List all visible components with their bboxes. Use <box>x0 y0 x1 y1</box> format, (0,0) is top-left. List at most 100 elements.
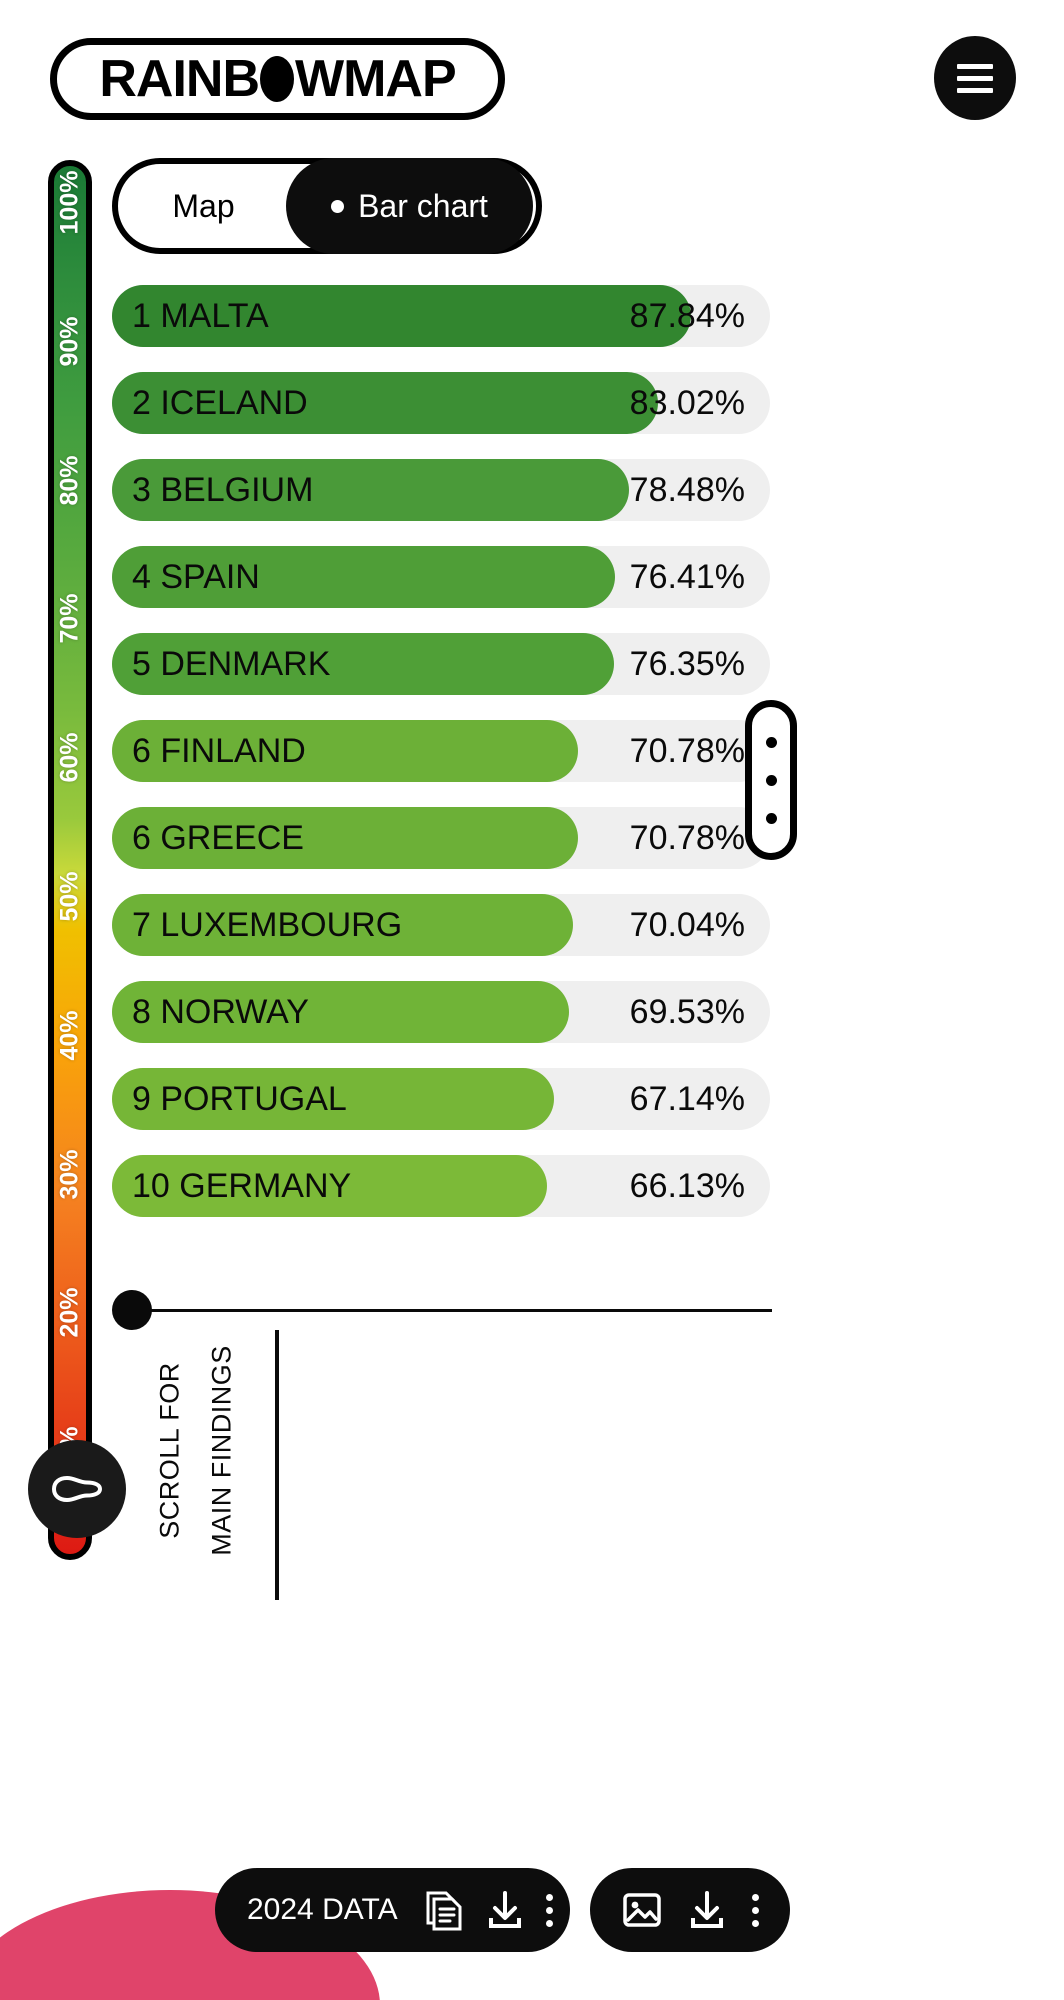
bar-chart-row[interactable]: 6 GREECE 70.78% <box>112 807 770 869</box>
download-icon[interactable] <box>688 1890 726 1930</box>
bar-row-value: 67.14% <box>629 1079 745 1118</box>
scroll-hint: SCROLL FOR MAIN FINDINGS <box>92 1330 279 1600</box>
kebab-dot <box>765 774 777 786</box>
legend-tick-label: 50% <box>55 871 84 922</box>
bar-chart-row[interactable]: 9 PORTUGAL 67.14% <box>112 1068 770 1130</box>
legend-tick-label: 90% <box>55 316 84 367</box>
kebab-dot <box>751 1906 759 1914</box>
filled-circle-o-icon <box>260 56 295 102</box>
selected-dot-icon <box>331 199 345 213</box>
bar-chart-row[interactable]: 1 MALTA 87.84% <box>112 285 770 347</box>
bar-chart-row[interactable]: 10 GERMANY 66.13% <box>112 1155 770 1217</box>
bar-row-label: 4 SPAIN <box>132 557 260 596</box>
bar-row-label: 1 MALTA <box>132 296 269 335</box>
bar-fill <box>112 981 570 1043</box>
bar-chart: 1 MALTA 87.84% 2 ICELAND 83.02% 3 BELGIUM 78.… <box>112 285 770 1242</box>
legend-tick-label: 80% <box>55 455 84 506</box>
scroll-hint-rule <box>275 1330 279 1600</box>
bar-fill <box>112 372 659 434</box>
year-slider[interactable] <box>112 1290 772 1330</box>
rainbowmap-logo[interactable]: RAINB WMAP <box>50 38 505 120</box>
legend-tick-label: 30% <box>55 1149 84 1200</box>
bar-fill <box>112 285 692 347</box>
data-button-label: 2024 DATA <box>247 1893 398 1926</box>
view-toggle[interactable]: Map Bar chart <box>112 158 542 254</box>
bar-row-value: 69.53% <box>629 992 745 1031</box>
tab-bar-chart[interactable]: Bar chart <box>286 158 533 254</box>
bar-row-label: 7 LUXEMBOURG <box>132 905 403 944</box>
scroll-hint-line-1: SCROLL FOR <box>154 1362 185 1539</box>
bar-row-value: 83.02% <box>629 383 745 422</box>
image-download-button[interactable] <box>590 1868 790 1952</box>
bar-chart-row[interactable]: 4 SPAIN 76.41% <box>112 546 770 608</box>
hamburger-menu-icon[interactable] <box>934 36 1016 120</box>
bar-chart-row[interactable]: 5 DENMARK 76.35% <box>112 633 770 695</box>
bar-row-label: 5 DENMARK <box>132 644 331 683</box>
tab-bar-chart-label: Bar chart <box>358 187 488 224</box>
bar-fill <box>112 720 578 782</box>
bar-row-value: 66.13% <box>629 1166 745 1205</box>
hamburger-line <box>957 75 993 81</box>
document-copy-icon[interactable] <box>424 1889 464 1931</box>
bar-row-value: 78.48% <box>629 470 745 509</box>
legend-tick-label: 60% <box>55 732 84 783</box>
bar-row-value: 70.78% <box>629 818 745 857</box>
bar-row-label: 6 GREECE <box>132 818 304 857</box>
legend-tick-label: 100% <box>55 170 84 235</box>
bar-fill <box>112 633 615 695</box>
bar-row-label: 3 BELGIUM <box>132 470 314 509</box>
bar-row-label: 8 NORWAY <box>132 992 309 1031</box>
kebab-menu-icon[interactable] <box>545 1893 553 1927</box>
bar-chart-row[interactable]: 7 LUXEMBOURG 70.04% <box>112 894 770 956</box>
logo-suffix: WMAP <box>295 50 457 108</box>
kebab-dot <box>765 736 777 748</box>
vertical-kebab-icon[interactable] <box>745 700 797 860</box>
bar-fill <box>112 459 629 521</box>
kebab-dot <box>545 1919 553 1927</box>
legend-tick-label: 70% <box>55 593 84 644</box>
kebab-dot <box>751 1893 759 1901</box>
bar-row-label: 6 FINLAND <box>132 731 306 770</box>
accessibility-icon[interactable] <box>28 1440 126 1538</box>
hamburger-line <box>957 63 993 69</box>
image-icon[interactable] <box>622 1891 662 1929</box>
bar-row-value: 87.84% <box>629 296 745 335</box>
tab-map-label: Map <box>172 187 235 224</box>
legend-tick-label: 40% <box>55 1010 84 1061</box>
logo-prefix: RAINB <box>99 50 260 108</box>
scroll-hint-line-2: MAIN FINDINGS <box>206 1345 237 1556</box>
bar-row-value: 76.35% <box>629 644 745 683</box>
bar-row-value: 76.41% <box>629 557 745 596</box>
kebab-dot <box>545 1893 553 1901</box>
bar-chart-row[interactable]: 3 BELGIUM 78.48% <box>112 459 770 521</box>
hamburger-line <box>957 87 993 93</box>
bar-fill <box>112 1155 547 1217</box>
tab-map[interactable]: Map <box>118 164 289 248</box>
bar-fill <box>112 894 573 956</box>
bar-chart-row[interactable]: 6 FINLAND 70.78% <box>112 720 770 782</box>
legend-tick-label: 20% <box>55 1287 84 1338</box>
bar-fill <box>112 546 615 608</box>
kebab-menu-icon[interactable] <box>751 1893 759 1927</box>
bar-row-label: 9 PORTUGAL <box>132 1079 347 1118</box>
bar-chart-row[interactable]: 8 NORWAY 69.53% <box>112 981 770 1043</box>
bar-fill <box>112 807 578 869</box>
kebab-dot <box>765 812 777 824</box>
data-download-button[interactable]: 2024 DATA <box>215 1868 570 1952</box>
slider-handle[interactable] <box>112 1290 152 1330</box>
color-scale-legend: 100%90%80%70%60%50%40%30%20%10%0% <box>48 160 92 1560</box>
bottom-toolbar: 2024 DATA <box>0 1868 1064 1968</box>
bar-row-label: 2 ICELAND <box>132 383 308 422</box>
bar-fill <box>112 1068 554 1130</box>
slider-track <box>130 1309 772 1312</box>
bar-row-label: 10 GERMANY <box>132 1166 352 1205</box>
kebab-dot <box>751 1919 759 1927</box>
bar-row-value: 70.78% <box>629 731 745 770</box>
logo-text: RAINB WMAP <box>99 50 457 108</box>
kebab-dot <box>545 1906 553 1914</box>
bar-row-value: 70.04% <box>629 905 745 944</box>
app-header: RAINB WMAP <box>0 36 1064 128</box>
download-icon[interactable] <box>486 1890 524 1930</box>
bar-chart-row[interactable]: 2 ICELAND 83.02% <box>112 372 770 434</box>
